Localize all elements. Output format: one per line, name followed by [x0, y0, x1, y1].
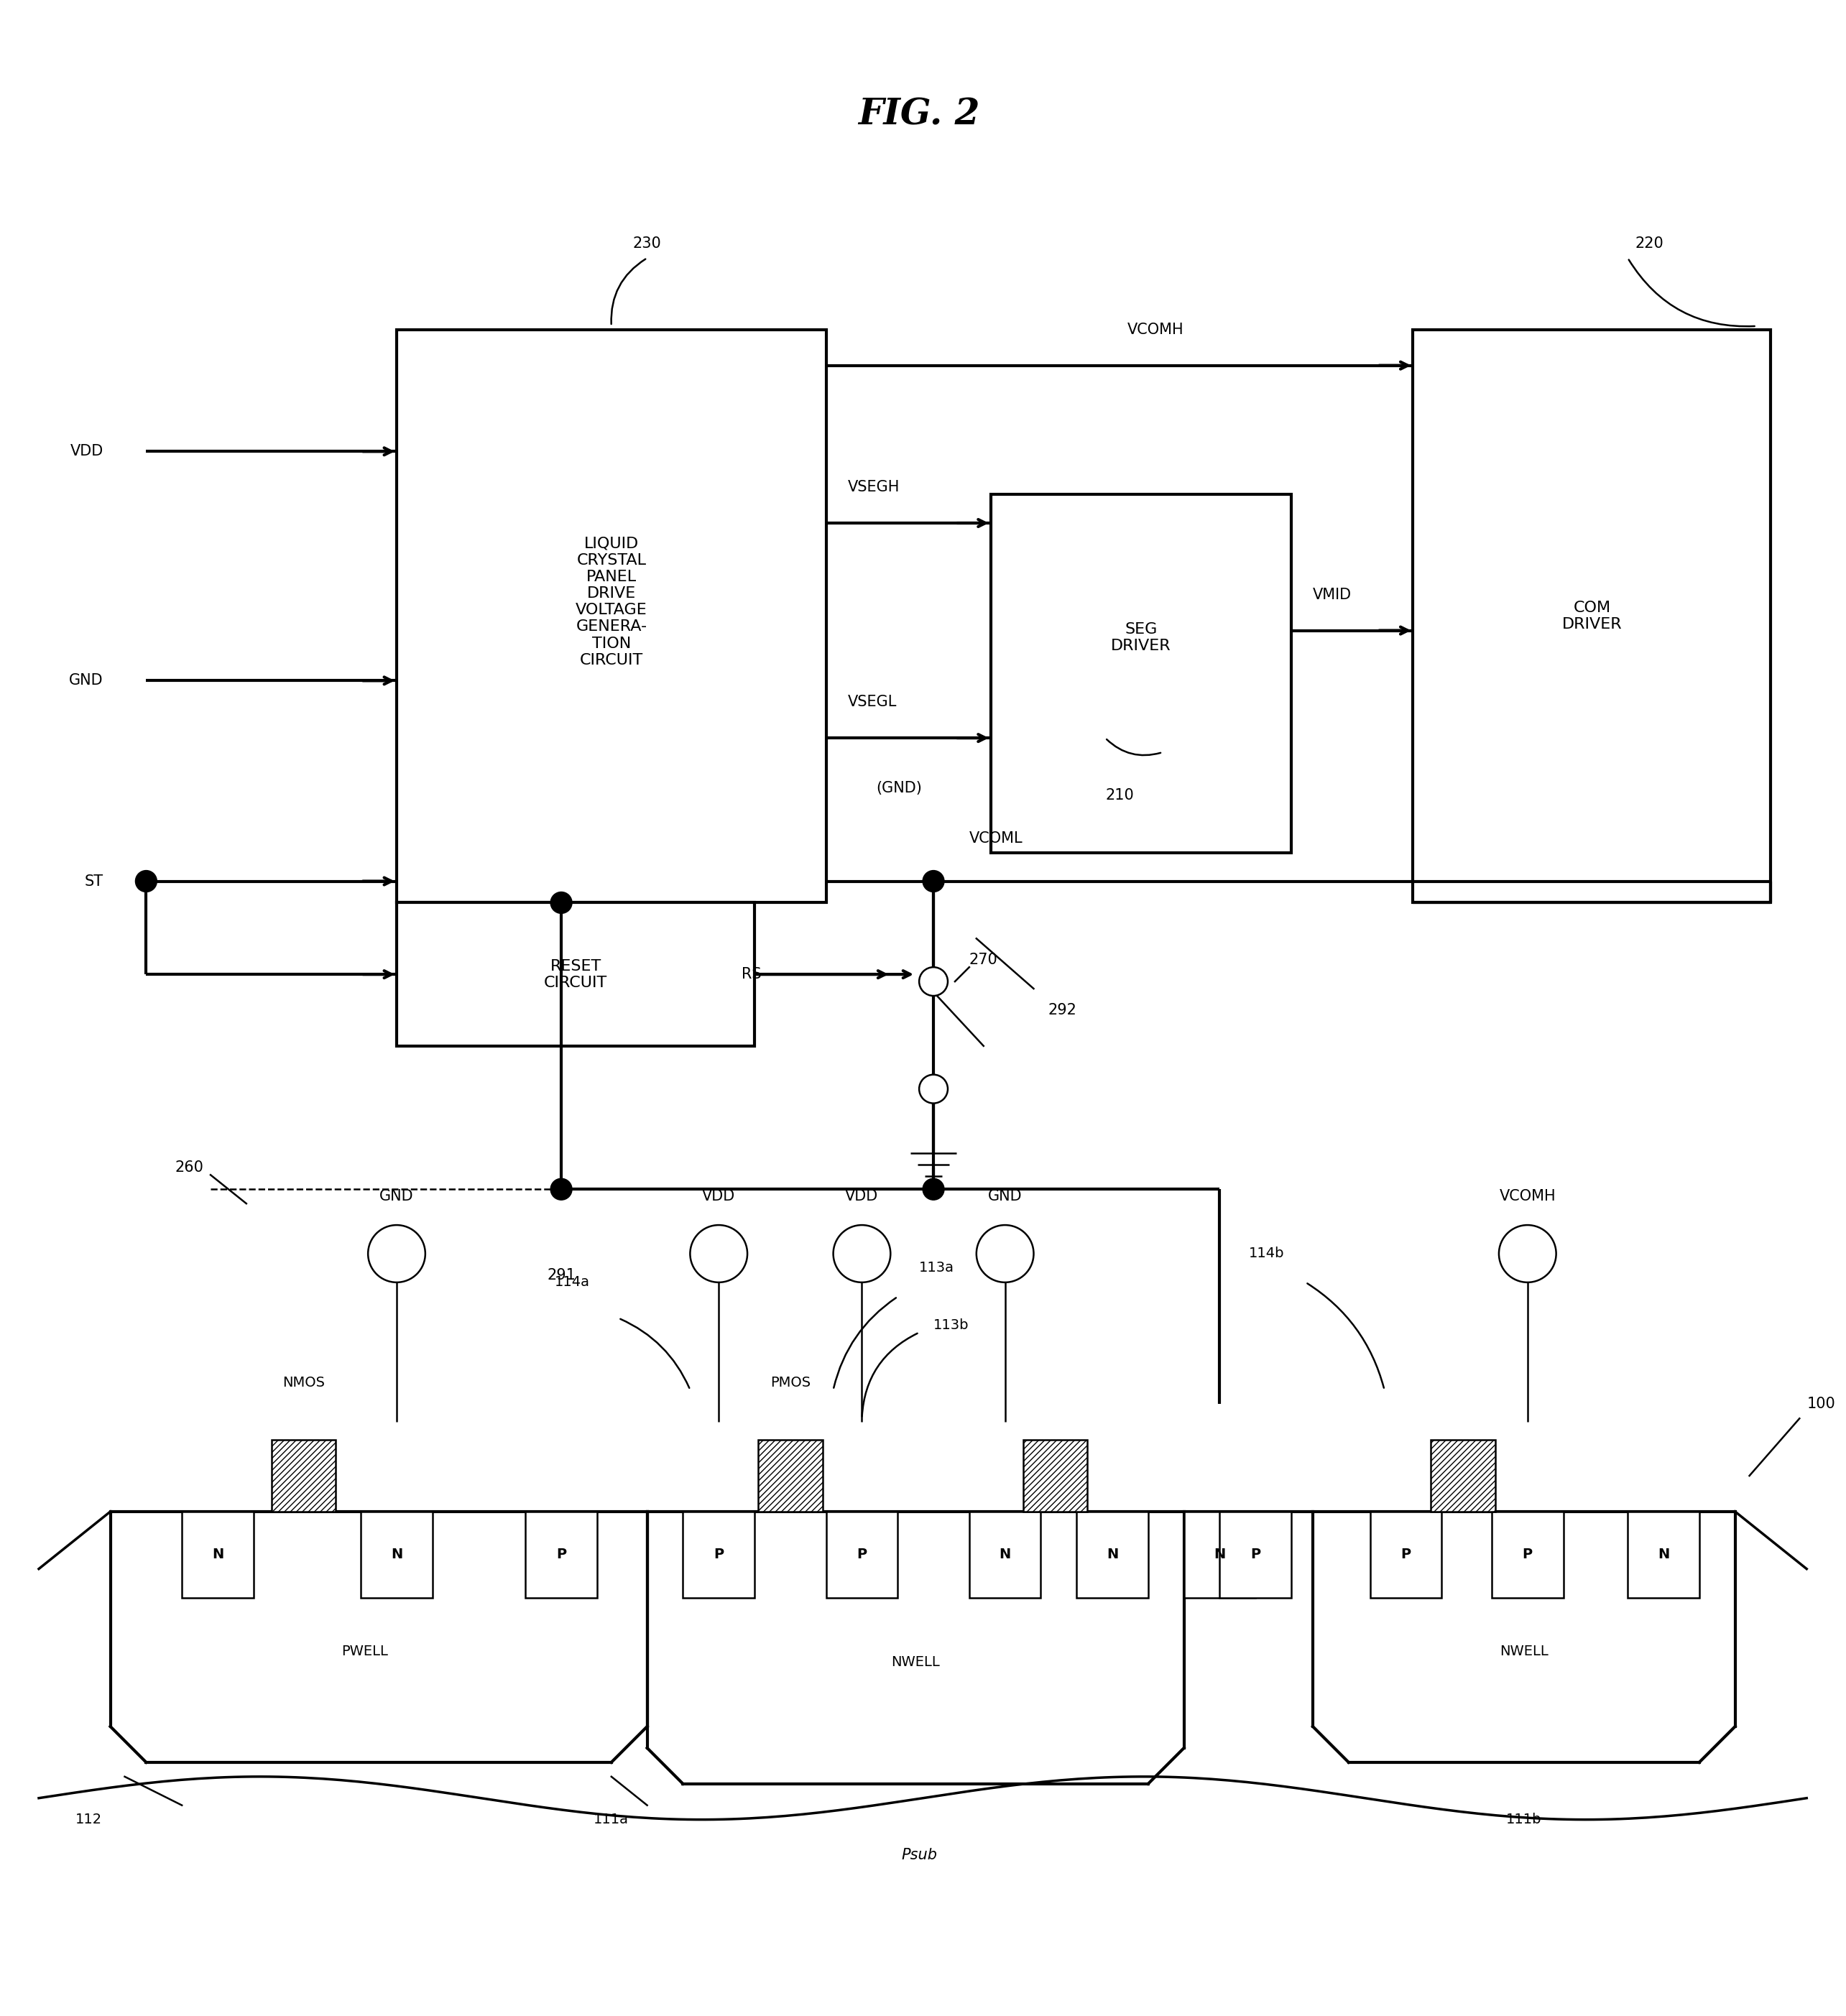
Bar — [526, 1512, 596, 1597]
Text: GND: GND — [380, 1189, 414, 1204]
Text: FIG. 2: FIG. 2 — [858, 97, 980, 133]
Text: P: P — [1523, 1548, 1532, 1560]
Text: 100: 100 — [1807, 1397, 1835, 1411]
Circle shape — [690, 1226, 748, 1282]
Text: P: P — [1401, 1548, 1410, 1560]
Text: 113a: 113a — [919, 1262, 954, 1274]
Text: VCOML: VCOML — [969, 831, 1023, 845]
Circle shape — [833, 1226, 890, 1282]
Bar — [397, 331, 827, 903]
Text: 291: 291 — [546, 1268, 576, 1282]
Text: VCOMH: VCOMH — [1128, 323, 1183, 337]
Text: 210: 210 — [1106, 788, 1133, 802]
Bar — [397, 903, 755, 1046]
Text: 292: 292 — [1049, 1004, 1076, 1018]
Text: NMOS: NMOS — [282, 1375, 325, 1389]
Circle shape — [919, 968, 947, 996]
Text: VDD: VDD — [70, 444, 103, 458]
Text: ST: ST — [85, 875, 103, 889]
Text: P: P — [714, 1548, 724, 1560]
Text: N: N — [1215, 1548, 1226, 1560]
Bar — [827, 1512, 897, 1597]
Text: N: N — [999, 1548, 1012, 1560]
Circle shape — [1499, 1226, 1556, 1282]
Circle shape — [923, 1179, 943, 1200]
Bar — [1370, 1512, 1442, 1597]
Text: RS: RS — [742, 968, 762, 982]
Bar — [1492, 1512, 1564, 1597]
Circle shape — [550, 1179, 572, 1200]
Bar — [1023, 1439, 1087, 1512]
Text: P: P — [857, 1548, 868, 1560]
Text: 111a: 111a — [594, 1812, 629, 1826]
Text: COM
DRIVER: COM DRIVER — [1562, 601, 1623, 631]
Bar — [1220, 1512, 1292, 1597]
Text: VDD: VDD — [845, 1189, 879, 1204]
Text: (GND): (GND) — [877, 780, 923, 794]
Text: P: P — [1250, 1548, 1261, 1560]
Text: NWELL: NWELL — [1499, 1645, 1549, 1657]
Text: SEG
DRIVER: SEG DRIVER — [1111, 623, 1170, 653]
Circle shape — [550, 891, 572, 913]
Text: VSEGL: VSEGL — [847, 696, 897, 710]
Text: 230: 230 — [633, 236, 661, 250]
Bar — [683, 1512, 755, 1597]
Bar — [183, 1512, 253, 1597]
Bar — [1183, 1512, 1255, 1597]
Bar — [1076, 1512, 1148, 1597]
Text: P: P — [556, 1548, 567, 1560]
Text: N: N — [212, 1548, 223, 1560]
Text: Psub: Psub — [901, 1849, 938, 1863]
Text: N: N — [1106, 1548, 1119, 1560]
Bar — [759, 1439, 823, 1512]
Text: N: N — [391, 1548, 402, 1560]
Bar — [1412, 331, 1770, 903]
Text: GND: GND — [68, 673, 103, 687]
Circle shape — [923, 871, 943, 891]
Circle shape — [135, 871, 157, 891]
Bar — [360, 1512, 432, 1597]
Text: 220: 220 — [1636, 236, 1663, 250]
Bar — [271, 1439, 336, 1512]
Text: 270: 270 — [969, 954, 999, 968]
Text: PWELL: PWELL — [342, 1645, 388, 1657]
Text: VDD: VDD — [701, 1189, 735, 1204]
Bar — [1628, 1512, 1700, 1597]
Bar — [1431, 1439, 1495, 1512]
Text: VSEGH: VSEGH — [847, 480, 899, 494]
Text: GND: GND — [988, 1189, 1023, 1204]
Text: N: N — [1658, 1548, 1669, 1560]
Text: LIQUID
CRYSTAL
PANEL
DRIVE
VOLTAGE
GENERA-
TION
CIRCUIT: LIQUID CRYSTAL PANEL DRIVE VOLTAGE GENER… — [576, 536, 648, 667]
Text: VCOMH: VCOMH — [1499, 1189, 1556, 1204]
Text: 111b: 111b — [1506, 1812, 1541, 1826]
Text: 114b: 114b — [1248, 1246, 1285, 1260]
Circle shape — [367, 1226, 425, 1282]
Text: 260: 260 — [175, 1161, 203, 1175]
Bar — [991, 494, 1292, 853]
Text: PMOS: PMOS — [770, 1375, 810, 1389]
Text: 112: 112 — [76, 1812, 102, 1826]
Text: NWELL: NWELL — [892, 1655, 940, 1669]
Circle shape — [977, 1226, 1034, 1282]
Text: 113b: 113b — [934, 1318, 969, 1333]
Text: RESET
CIRCUIT: RESET CIRCUIT — [545, 960, 607, 990]
Text: VMID: VMID — [1313, 587, 1351, 603]
Text: 114a: 114a — [554, 1276, 591, 1288]
Bar — [969, 1512, 1041, 1597]
Circle shape — [919, 1075, 947, 1103]
